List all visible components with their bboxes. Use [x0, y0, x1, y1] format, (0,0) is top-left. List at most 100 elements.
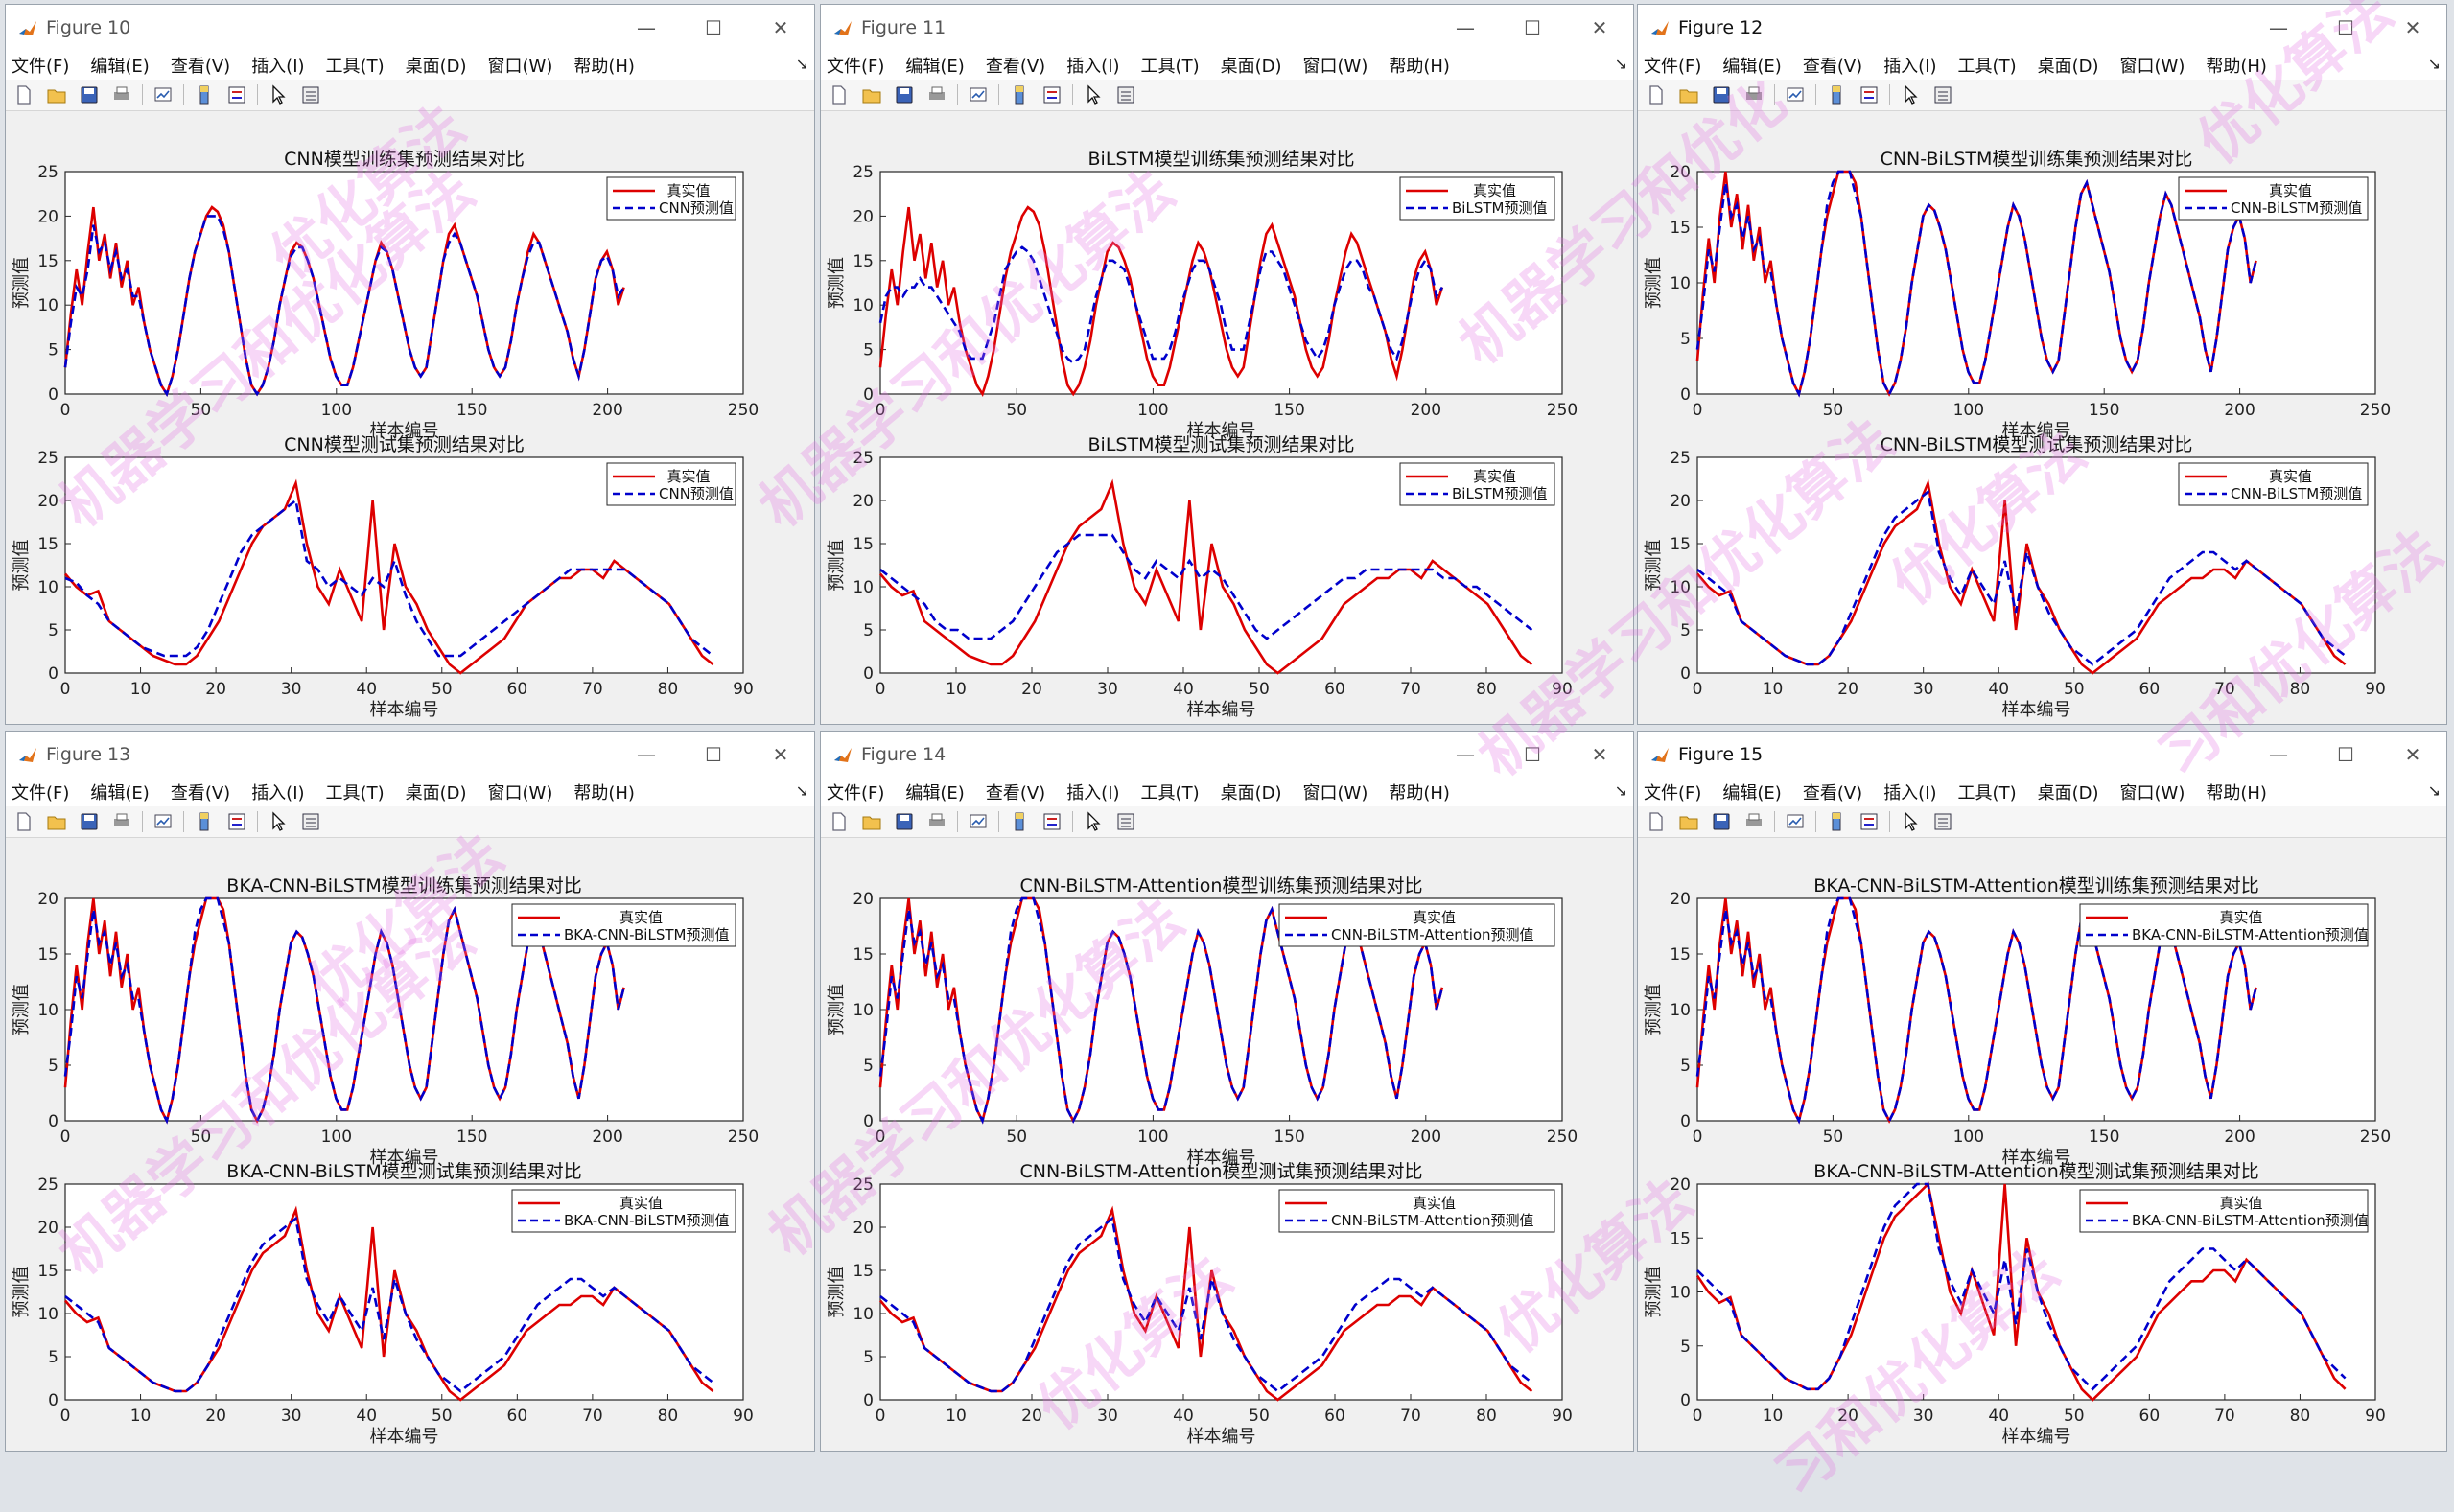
new-file-icon[interactable]	[1644, 809, 1669, 834]
minimize-button[interactable]: —	[637, 16, 656, 39]
legend-box[interactable]	[511, 1189, 736, 1233]
print-icon[interactable]	[924, 82, 949, 107]
figure-window-12[interactable]: Figure 12 — ☐ ✕ 文件(F) 编辑(E) 查看(V) 插入(I) 工具(T…	[1637, 4, 2447, 725]
close-button[interactable]: ✕	[772, 16, 789, 39]
close-button[interactable]: ✕	[2404, 16, 2421, 39]
colorbar-icon[interactable]	[192, 809, 217, 834]
title-bar[interactable]: Figure 14 — ☐ ✕	[821, 732, 1633, 778]
legend-box[interactable]	[1278, 903, 1555, 947]
menu-item-1[interactable]: 编辑(E)	[1722, 783, 1782, 803]
menu-item-3[interactable]: 插入(I)	[251, 57, 305, 77]
save-icon[interactable]	[892, 82, 917, 107]
menu-item-7[interactable]: 帮助(H)	[2206, 57, 2267, 77]
save-icon[interactable]	[77, 809, 102, 834]
dock-arrow-icon[interactable]: ↘	[2427, 781, 2441, 800]
maximize-button[interactable]: ☐	[2337, 16, 2354, 39]
link-plot-icon[interactable]	[1783, 809, 1808, 834]
menu-item-5[interactable]: 桌面(D)	[405, 783, 467, 803]
figure-window-11[interactable]: Figure 11 — ☐ ✕ 文件(F) 编辑(E) 查看(V) 插入(I) 工具(T…	[820, 4, 1634, 725]
close-button[interactable]: ✕	[772, 743, 789, 766]
menu-item-1[interactable]: 编辑(E)	[905, 57, 965, 77]
pointer-icon[interactable]	[1898, 82, 1923, 107]
pointer-icon[interactable]	[1081, 82, 1106, 107]
menu-item-3[interactable]: 插入(I)	[1883, 57, 1937, 77]
menu-item-6[interactable]: 窗口(W)	[487, 783, 553, 803]
legend-box[interactable]	[1399, 462, 1555, 506]
maximize-button[interactable]: ☐	[705, 16, 722, 39]
save-icon[interactable]	[77, 82, 102, 107]
print-icon[interactable]	[109, 82, 134, 107]
menu-item-0[interactable]: 文件(F)	[827, 783, 885, 803]
link-plot-icon[interactable]	[151, 809, 175, 834]
dock-arrow-icon[interactable]: ↘	[795, 55, 808, 73]
menu-item-7[interactable]: 帮助(H)	[1389, 57, 1450, 77]
menu-item-6[interactable]: 窗口(W)	[2119, 783, 2185, 803]
open-file-icon[interactable]	[859, 82, 884, 107]
title-bar[interactable]: Figure 10 — ☐ ✕	[6, 5, 814, 51]
menu-item-6[interactable]: 窗口(W)	[487, 57, 553, 77]
dock-arrow-icon[interactable]: ↘	[1614, 55, 1627, 73]
colorbar-icon[interactable]	[1007, 809, 1032, 834]
menu-item-5[interactable]: 桌面(D)	[2037, 783, 2099, 803]
menu-item-5[interactable]: 桌面(D)	[405, 57, 467, 77]
menu-item-0[interactable]: 文件(F)	[1644, 783, 1702, 803]
print-icon[interactable]	[1741, 809, 1766, 834]
menu-item-2[interactable]: 查看(V)	[985, 783, 1046, 803]
legend-box[interactable]	[2079, 1189, 2369, 1233]
legend-icon[interactable]	[224, 809, 249, 834]
save-icon[interactable]	[1709, 82, 1734, 107]
close-button[interactable]: ✕	[1591, 743, 1608, 766]
legend-box[interactable]	[606, 176, 736, 221]
new-file-icon[interactable]	[12, 82, 36, 107]
menu-item-4[interactable]: 工具(T)	[325, 57, 385, 77]
menu-item-4[interactable]: 工具(T)	[1140, 783, 1200, 803]
maximize-button[interactable]: ☐	[1524, 16, 1541, 39]
menu-item-7[interactable]: 帮助(H)	[1389, 783, 1450, 803]
new-file-icon[interactable]	[12, 809, 36, 834]
link-plot-icon[interactable]	[966, 809, 991, 834]
menu-item-1[interactable]: 编辑(E)	[905, 783, 965, 803]
colorbar-icon[interactable]	[1824, 82, 1849, 107]
menu-item-2[interactable]: 查看(V)	[1802, 57, 1863, 77]
menu-item-0[interactable]: 文件(F)	[12, 57, 70, 77]
pointer-icon[interactable]	[1898, 809, 1923, 834]
figure-window-13[interactable]: Figure 13 — ☐ ✕ 文件(F) 编辑(E) 查看(V) 插入(I) 工具(T…	[5, 731, 815, 1452]
property-editor-icon[interactable]	[298, 809, 323, 834]
dock-arrow-icon[interactable]: ↘	[2427, 55, 2441, 73]
open-file-icon[interactable]	[44, 82, 69, 107]
menu-item-4[interactable]: 工具(T)	[1957, 57, 2017, 77]
legend-icon[interactable]	[1040, 82, 1064, 107]
menu-item-1[interactable]: 编辑(E)	[90, 783, 150, 803]
legend-box[interactable]	[2178, 176, 2369, 221]
menu-item-5[interactable]: 桌面(D)	[1220, 57, 1282, 77]
menu-item-2[interactable]: 查看(V)	[170, 783, 231, 803]
menu-item-6[interactable]: 窗口(W)	[1302, 57, 1368, 77]
minimize-button[interactable]: —	[1456, 16, 1475, 39]
save-icon[interactable]	[892, 809, 917, 834]
menu-item-0[interactable]: 文件(F)	[1644, 57, 1702, 77]
figure-window-10[interactable]: Figure 10 — ☐ ✕ 文件(F) 编辑(E) 查看(V) 插入(I) 工具(T…	[5, 4, 815, 725]
print-icon[interactable]	[1741, 82, 1766, 107]
menu-item-7[interactable]: 帮助(H)	[573, 57, 635, 77]
maximize-button[interactable]: ☐	[2337, 743, 2354, 766]
menu-item-6[interactable]: 窗口(W)	[2119, 57, 2185, 77]
new-file-icon[interactable]	[1644, 82, 1669, 107]
property-editor-icon[interactable]	[1930, 82, 1955, 107]
link-plot-icon[interactable]	[966, 82, 991, 107]
legend-icon[interactable]	[1040, 809, 1064, 834]
legend-icon[interactable]	[1857, 809, 1881, 834]
pointer-icon[interactable]	[266, 82, 291, 107]
minimize-button[interactable]: —	[1456, 743, 1475, 766]
minimize-button[interactable]: —	[637, 743, 656, 766]
dock-arrow-icon[interactable]: ↘	[795, 781, 808, 800]
minimize-button[interactable]: —	[2269, 16, 2288, 39]
legend-box[interactable]	[1278, 1189, 1555, 1233]
title-bar[interactable]: Figure 11 — ☐ ✕	[821, 5, 1633, 51]
new-file-icon[interactable]	[827, 809, 852, 834]
property-editor-icon[interactable]	[1113, 82, 1138, 107]
property-editor-icon[interactable]	[1113, 809, 1138, 834]
close-button[interactable]: ✕	[2404, 743, 2421, 766]
print-icon[interactable]	[109, 809, 134, 834]
property-editor-icon[interactable]	[1930, 809, 1955, 834]
menu-item-0[interactable]: 文件(F)	[12, 783, 70, 803]
